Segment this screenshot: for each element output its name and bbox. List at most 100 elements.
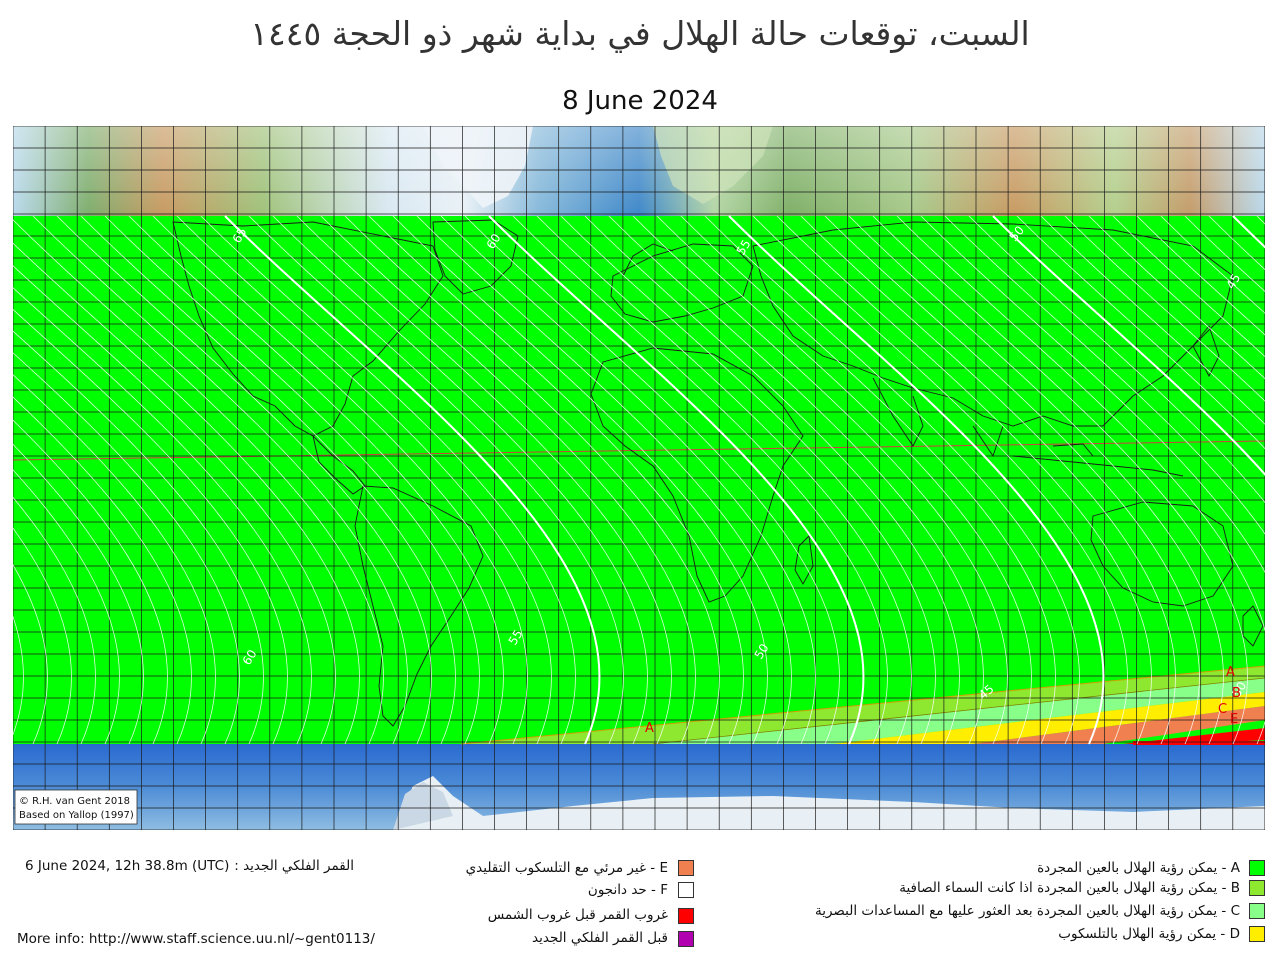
contour-line [1184, 215, 1265, 292]
credit-box [14, 789, 138, 825]
contour-label: 50 [752, 641, 772, 661]
legend-moonset-label: غروب القمر قبل غروب الشمس [487, 907, 668, 923]
contour-line [344, 215, 720, 745]
contour-line [296, 215, 672, 745]
contour-line-major [488, 215, 865, 745]
contour-line [584, 215, 960, 745]
contour-line [13, 287, 312, 745]
contour-label-group: 65 60 55 50 45 60 55 50 45 50 [230, 223, 1250, 702]
contour-line [248, 215, 624, 745]
contour-line [80, 215, 456, 745]
legend-before-conjunction-swatch [678, 931, 694, 947]
moonset-before-sunset-wedge [1123, 728, 1265, 744]
antarctica-shape [393, 776, 1265, 830]
contour-line [1016, 215, 1265, 450]
contour-line [848, 215, 1224, 745]
contour-line [800, 215, 1176, 745]
contour-label: 45 [1223, 271, 1243, 291]
contour-line [608, 215, 984, 745]
contour-line [320, 215, 696, 745]
contour-label: 60 [240, 647, 260, 667]
contour-line [128, 215, 504, 745]
legend-f-label: F - حد دانجون [587, 882, 668, 898]
contour-line [1136, 215, 1265, 336]
contour-line [968, 215, 1265, 504]
contour-line [440, 215, 816, 745]
contour-line [560, 215, 936, 745]
zone-label: B [1232, 686, 1241, 701]
legend-d-swatch [1249, 926, 1265, 942]
contour-line [13, 242, 360, 745]
contour-line [32, 215, 408, 745]
contour-label: 65 [230, 225, 250, 245]
more-info-link[interactable]: More info: http://www.staff.science.uu.n… [17, 931, 375, 947]
contour-label: 50 [1229, 679, 1249, 699]
legend-e-swatch [678, 860, 694, 876]
legend-moonset-swatch [678, 908, 694, 924]
legend-d-label: D - يمكن رؤية الهلال بالتلسكوب [1058, 926, 1240, 942]
contour-line [13, 396, 192, 745]
credit-line: © R.H. van Gent 2018 [19, 796, 130, 807]
date-subtitle: 8 June 2024 [562, 86, 718, 116]
contour-line-major [728, 215, 1105, 745]
graticule [13, 126, 1265, 830]
contour-line [752, 215, 1128, 745]
contour-line [656, 215, 1032, 745]
contour-line [464, 215, 840, 745]
zone-e-wedge [973, 706, 1265, 744]
contour-line [13, 469, 120, 745]
contour-line [416, 215, 792, 745]
zone-a-region [13, 216, 1265, 744]
contour-line [272, 215, 648, 745]
reference-line [13, 440, 1265, 461]
contour-line [944, 215, 1265, 535]
contour-line [680, 215, 1056, 745]
legend-a-label: A - يمكن رؤية الهلال بالعين المجردة [1037, 860, 1240, 876]
conjunction-label: القمر الفلكي الجديد : [234, 858, 354, 874]
contour-label: 60 [484, 231, 504, 251]
contour-line [392, 215, 768, 745]
contour-line [152, 215, 528, 745]
contour-line-major [224, 215, 601, 745]
contour-line [1064, 215, 1265, 402]
contour-line [13, 352, 240, 745]
contour-line [13, 564, 48, 745]
contour-line [920, 215, 1265, 573]
contour-line [536, 215, 912, 745]
contour-line [200, 215, 576, 745]
zone-d-wedge [833, 692, 1265, 744]
contour-line [176, 215, 552, 745]
legend-a-swatch [1249, 860, 1265, 876]
contour-line [56, 215, 432, 745]
contour-line [13, 443, 144, 745]
contour-line [13, 308, 288, 745]
contour-line [368, 215, 744, 745]
contour-line [13, 330, 264, 745]
contour-line [13, 527, 72, 745]
zone-letters: A A B C E [645, 665, 1241, 736]
legend-e-label: E - غير مرئي مع التلسكوب التقليدي [465, 860, 668, 876]
legend-c-label: C - يمكن رؤية الهلال بالعين المجردة بعد … [814, 903, 1240, 919]
zone-label: C [1218, 702, 1227, 717]
contour-line [704, 215, 1080, 745]
zone-label: A [1226, 665, 1235, 680]
page-title: السبت، توقعات حالة الهلال في بداية شهر ذ… [250, 14, 1030, 53]
contour-line [1088, 215, 1265, 380]
conjunction-value: 6 June 2024, 12h 38.8m (UTC) [25, 858, 230, 874]
zone-label: E [1230, 712, 1238, 727]
legend-c-swatch [1249, 903, 1265, 919]
contour-line [13, 616, 24, 735]
legend-b-swatch [1249, 880, 1265, 896]
credit-line: Based on Yallop (1997) [19, 810, 134, 821]
contour-line [13, 219, 384, 745]
contour-line [776, 215, 1152, 745]
contour-line [13, 265, 336, 745]
contour-line [1040, 215, 1265, 425]
contour-line [13, 496, 96, 745]
zone-label: A [645, 721, 654, 736]
contour-line [896, 215, 1265, 745]
contour-line [1160, 215, 1265, 314]
contour-line [824, 215, 1200, 745]
legend-f-swatch [678, 882, 694, 898]
contour-line [13, 374, 216, 745]
